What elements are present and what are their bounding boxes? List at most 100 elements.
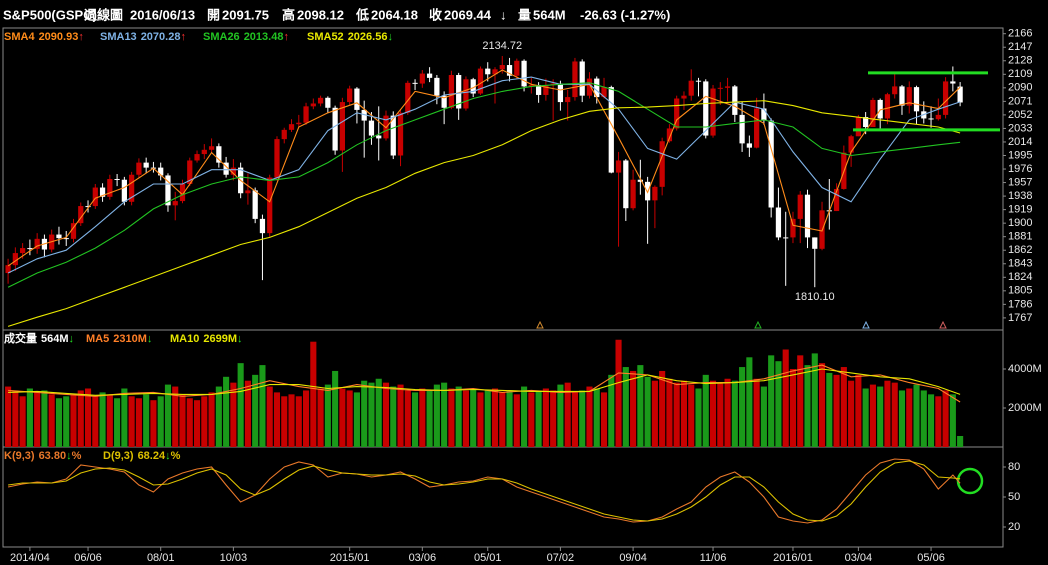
legend-name: K(9,3) bbox=[4, 450, 35, 462]
candle-body bbox=[252, 190, 258, 219]
y-tick-label: 1957 bbox=[1008, 176, 1032, 188]
y-tick-label: 1843 bbox=[1008, 258, 1032, 270]
volume-bar bbox=[353, 392, 360, 447]
candle-body bbox=[281, 129, 287, 140]
volume-bar bbox=[77, 390, 84, 447]
y-tick-label: 1995 bbox=[1008, 149, 1032, 161]
y-tick-label: 1919 bbox=[1008, 204, 1032, 216]
volume-bar bbox=[164, 384, 172, 447]
candle-body bbox=[397, 112, 404, 156]
candle-body bbox=[514, 60, 520, 76]
volume-bar bbox=[157, 396, 164, 447]
volume-bar bbox=[666, 378, 673, 447]
volume-bar bbox=[855, 374, 862, 447]
high-value: 2098.12 bbox=[297, 7, 344, 22]
legend-arrow: ↓ bbox=[69, 333, 75, 345]
candle-body bbox=[121, 179, 127, 202]
candle-body bbox=[695, 80, 702, 82]
volume-bar bbox=[688, 384, 695, 447]
volume-bar bbox=[346, 390, 353, 447]
candle-body bbox=[710, 88, 716, 136]
volume-bar bbox=[382, 382, 390, 447]
volume-bar bbox=[528, 392, 535, 447]
volume-bar bbox=[746, 357, 753, 447]
volume-bar bbox=[455, 386, 462, 447]
candle-body bbox=[935, 114, 941, 120]
candle-body bbox=[143, 162, 149, 168]
volume-bar bbox=[179, 394, 186, 447]
volume-bar bbox=[426, 390, 433, 447]
volume-bar bbox=[404, 390, 411, 447]
candle-body bbox=[783, 237, 789, 239]
candle-body bbox=[833, 188, 840, 212]
volume-bar bbox=[70, 394, 77, 447]
volume-value: 564M bbox=[533, 7, 566, 22]
volume-bar bbox=[630, 370, 637, 447]
candle-body bbox=[434, 77, 440, 96]
x-tick-label: 05/06 bbox=[917, 552, 945, 564]
legend-arrow: ↑ bbox=[78, 31, 84, 43]
candle-body bbox=[129, 174, 135, 202]
volume-bar bbox=[26, 388, 33, 447]
candle-body bbox=[78, 206, 84, 224]
candle-body bbox=[804, 194, 811, 238]
y-tick-label: 2109 bbox=[1008, 68, 1032, 80]
volume-bar bbox=[564, 382, 571, 447]
volume-bar bbox=[869, 384, 876, 447]
legend-name: MA10 bbox=[170, 333, 199, 345]
candle-body bbox=[906, 87, 912, 106]
candle-body bbox=[666, 128, 673, 142]
candle-body bbox=[441, 95, 447, 108]
open-label: 開 bbox=[207, 7, 220, 22]
candle-body bbox=[303, 106, 309, 123]
volume-bar bbox=[266, 386, 273, 447]
candle-body bbox=[332, 107, 338, 151]
volume-bar bbox=[303, 390, 310, 447]
volume-bar bbox=[557, 384, 564, 447]
legend-entry: D(9,3) 68.24↓% bbox=[103, 450, 181, 462]
volume-bar bbox=[215, 386, 222, 447]
marker bbox=[536, 320, 544, 329]
candle-body bbox=[477, 68, 484, 94]
candle-body bbox=[608, 87, 614, 173]
volume-bar bbox=[593, 388, 600, 447]
volume-bar bbox=[114, 398, 121, 447]
candle-body bbox=[70, 223, 77, 239]
legend-entry: 成交量 564M↓ bbox=[4, 331, 74, 345]
volume-bar bbox=[906, 388, 913, 447]
x-tick-label: 09/04 bbox=[619, 552, 647, 564]
candle-body bbox=[732, 86, 738, 115]
y-tick-label: 2166 bbox=[1008, 28, 1032, 40]
candle-body bbox=[768, 120, 774, 208]
candle-body bbox=[208, 146, 215, 150]
volume-bar bbox=[644, 376, 651, 447]
candle-body bbox=[172, 201, 178, 206]
candle-body bbox=[506, 65, 513, 76]
candle-body bbox=[114, 179, 120, 180]
volume-bar bbox=[804, 365, 811, 447]
marker bbox=[939, 320, 947, 329]
marker bbox=[754, 320, 762, 329]
legend-value: 2013.48 bbox=[244, 31, 284, 43]
y-tick-label: 50 bbox=[1008, 491, 1020, 503]
candle-body bbox=[601, 87, 607, 98]
volume-bar bbox=[753, 378, 760, 447]
volume-bar bbox=[281, 396, 288, 447]
candle-body bbox=[179, 183, 186, 202]
x-tick-label: 2014/04 bbox=[10, 552, 50, 564]
legend-entry: SMA26 2013.48↑ bbox=[203, 31, 289, 43]
legend-name: SMA13 bbox=[100, 31, 137, 43]
legend-value: 63.80 bbox=[39, 450, 67, 462]
volume-bar bbox=[106, 394, 113, 447]
candle-body bbox=[201, 149, 207, 155]
candle-body bbox=[543, 84, 549, 95]
legend-name: 成交量 bbox=[4, 331, 37, 345]
volume-bar bbox=[448, 388, 455, 447]
legend-value: 2310M bbox=[113, 333, 147, 345]
candle-body bbox=[405, 82, 411, 113]
candle-body bbox=[913, 87, 920, 112]
period: 週線圖 bbox=[84, 7, 123, 22]
low-value: 2064.18 bbox=[371, 7, 418, 22]
volume-bar bbox=[193, 400, 201, 447]
